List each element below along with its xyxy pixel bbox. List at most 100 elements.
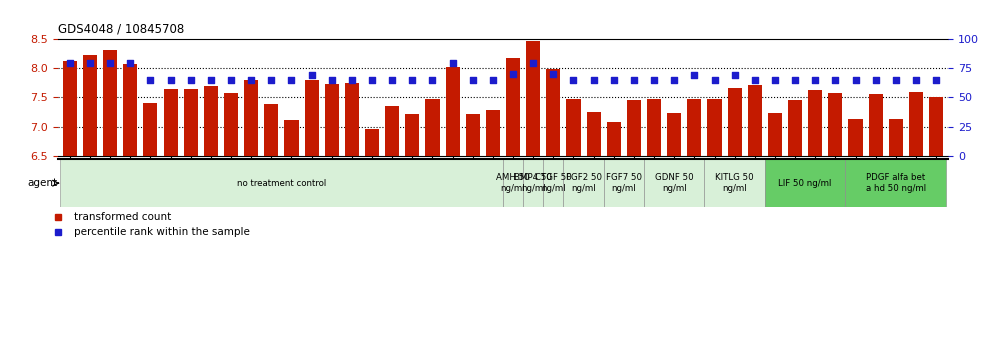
Point (646, 77, 662, 83)
Text: GDNF 50
ng/ml: GDNF 50 ng/ml (655, 173, 693, 193)
Bar (587, 112, 601, 156)
Bar (707, 99, 721, 156)
Bar (626, 100, 641, 156)
Bar (63, 61, 77, 156)
Point (606, 77, 622, 83)
Point (767, 77, 783, 83)
Bar (224, 93, 238, 156)
Point (666, 77, 682, 83)
Text: no treatment control: no treatment control (237, 179, 326, 188)
Bar (808, 90, 823, 156)
Bar (869, 95, 882, 156)
Bar (765, 159, 846, 207)
Point (384, 77, 400, 83)
Bar (385, 106, 399, 156)
Bar (849, 119, 863, 156)
Bar (445, 67, 460, 156)
Bar (183, 88, 198, 156)
Text: AMH 50
ng/ml: AMH 50 ng/ml (496, 173, 530, 193)
Bar (104, 50, 118, 156)
Point (304, 72, 320, 78)
Text: PDGF alfa bet
a hd 50 ng/ml: PDGF alfa bet a hd 50 ng/ml (866, 173, 926, 193)
Bar (285, 120, 299, 156)
Point (365, 77, 380, 83)
Point (706, 77, 722, 83)
Point (485, 77, 501, 83)
Bar (748, 85, 762, 156)
Text: BMP4 50
ng/ml: BMP4 50 ng/ml (514, 173, 552, 193)
Point (82, 61, 98, 66)
Bar (909, 92, 923, 156)
Bar (567, 98, 581, 156)
Bar (244, 80, 258, 156)
Bar (543, 159, 564, 207)
Bar (888, 119, 902, 156)
Bar (526, 41, 540, 156)
Point (625, 77, 641, 83)
Point (848, 77, 864, 83)
Bar (728, 88, 742, 156)
Point (444, 61, 460, 66)
Point (203, 77, 219, 83)
Bar (486, 110, 500, 156)
Point (62, 61, 78, 66)
Bar (829, 93, 843, 156)
Point (182, 77, 198, 83)
Bar (305, 80, 319, 156)
Bar (604, 159, 644, 207)
Point (586, 77, 602, 83)
Text: LIF 50 ng/ml: LIF 50 ng/ml (779, 179, 832, 188)
Point (142, 77, 158, 83)
Point (424, 77, 440, 83)
Bar (60, 159, 503, 207)
Point (465, 77, 481, 83)
Bar (687, 98, 701, 156)
Bar (83, 55, 97, 156)
Bar (704, 159, 765, 207)
Point (243, 77, 259, 83)
Point (123, 61, 138, 66)
Point (344, 77, 360, 83)
Point (727, 72, 743, 78)
Bar (607, 122, 621, 156)
Point (787, 77, 803, 83)
Bar (345, 83, 359, 156)
Bar (466, 114, 480, 156)
Bar (365, 129, 379, 156)
Point (505, 71, 521, 77)
Point (566, 77, 582, 83)
Bar (768, 113, 782, 156)
Text: KITLG 50
ng/ml: KITLG 50 ng/ml (715, 173, 754, 193)
Point (908, 77, 924, 83)
Point (808, 77, 824, 83)
Bar (405, 114, 419, 156)
Point (103, 61, 119, 66)
Bar (523, 159, 543, 207)
Bar (163, 89, 177, 156)
Bar (143, 103, 157, 156)
Point (686, 72, 702, 78)
Bar (788, 100, 802, 156)
Point (887, 77, 903, 83)
Bar (425, 98, 439, 156)
Point (162, 77, 178, 83)
Text: FGF7 50
ng/ml: FGF7 50 ng/ml (606, 173, 641, 193)
Bar (503, 159, 523, 207)
Bar (644, 159, 704, 207)
Bar (546, 69, 561, 156)
Point (404, 77, 420, 83)
Point (525, 61, 541, 66)
Bar (506, 58, 520, 156)
Text: agent: agent (28, 178, 58, 188)
Bar (325, 84, 339, 156)
Text: transformed count: transformed count (74, 212, 171, 222)
Text: CTGF 50
ng/ml: CTGF 50 ng/ml (535, 173, 572, 193)
Point (868, 77, 883, 83)
Point (747, 77, 763, 83)
Bar (846, 159, 946, 207)
Bar (929, 97, 943, 156)
Point (284, 77, 300, 83)
Bar (124, 64, 137, 156)
Point (263, 77, 279, 83)
Text: FGF2 50
ng/ml: FGF2 50 ng/ml (566, 173, 602, 193)
